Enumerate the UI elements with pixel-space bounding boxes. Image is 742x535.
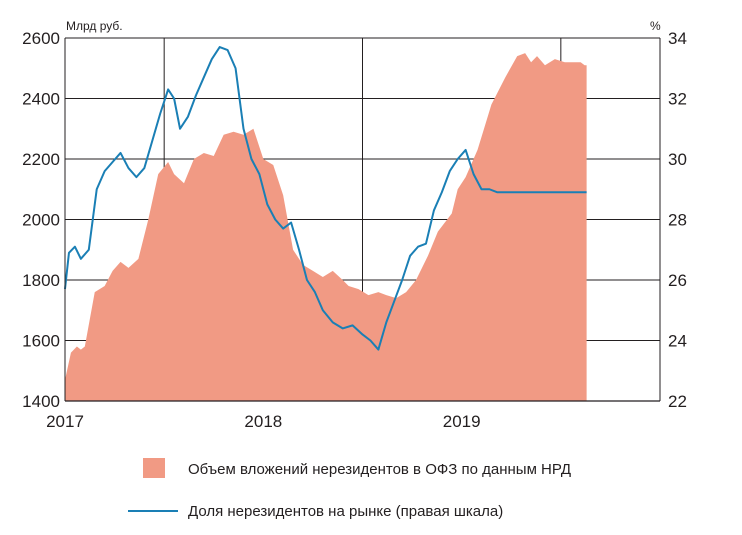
left-tick-label: 2600 <box>22 29 60 48</box>
left-tick-label: 2000 <box>22 211 60 230</box>
right-tick-label: 24 <box>668 332 687 351</box>
right-tick-label: 34 <box>668 29 687 48</box>
line-series-nonresident-share <box>64 46 587 351</box>
right-tick-label: 32 <box>668 90 687 109</box>
legend-swatch-area <box>143 458 165 478</box>
x-tick-label: 2018 <box>244 412 282 431</box>
right-tick-label: 30 <box>668 150 687 169</box>
right-tick-label: 26 <box>668 271 687 290</box>
area-layer <box>65 53 587 401</box>
right-tick-label: 22 <box>668 392 687 411</box>
right-axis-unit-label: % <box>650 19 661 33</box>
line-layer <box>64 46 587 351</box>
legend: Объем вложений нерезидентов в ОФЗ по дан… <box>128 458 571 520</box>
axes-layer: 1400 1600 1800 2000 2200 2400 2600 22 24 26 28 30 32… <box>22 29 687 431</box>
left-tick-label: 1600 <box>22 332 60 351</box>
x-tick-label: 2019 <box>443 412 481 431</box>
legend-label-line: Доля нерезидентов на рынке (правая шкала… <box>188 503 503 520</box>
left-tick-label: 2400 <box>22 90 60 109</box>
left-tick-label: 2200 <box>22 150 60 169</box>
right-tick-label: 28 <box>668 211 687 230</box>
legend-label-area: Объем вложений нерезидентов в ОФЗ по дан… <box>188 461 571 478</box>
x-tick-label: 2017 <box>46 412 84 431</box>
left-tick-label: 1800 <box>22 271 60 290</box>
area-series-ofz-investments <box>65 53 587 401</box>
left-tick-label: 1400 <box>22 392 60 411</box>
left-axis-unit-label: Млрд руб. <box>66 19 123 33</box>
